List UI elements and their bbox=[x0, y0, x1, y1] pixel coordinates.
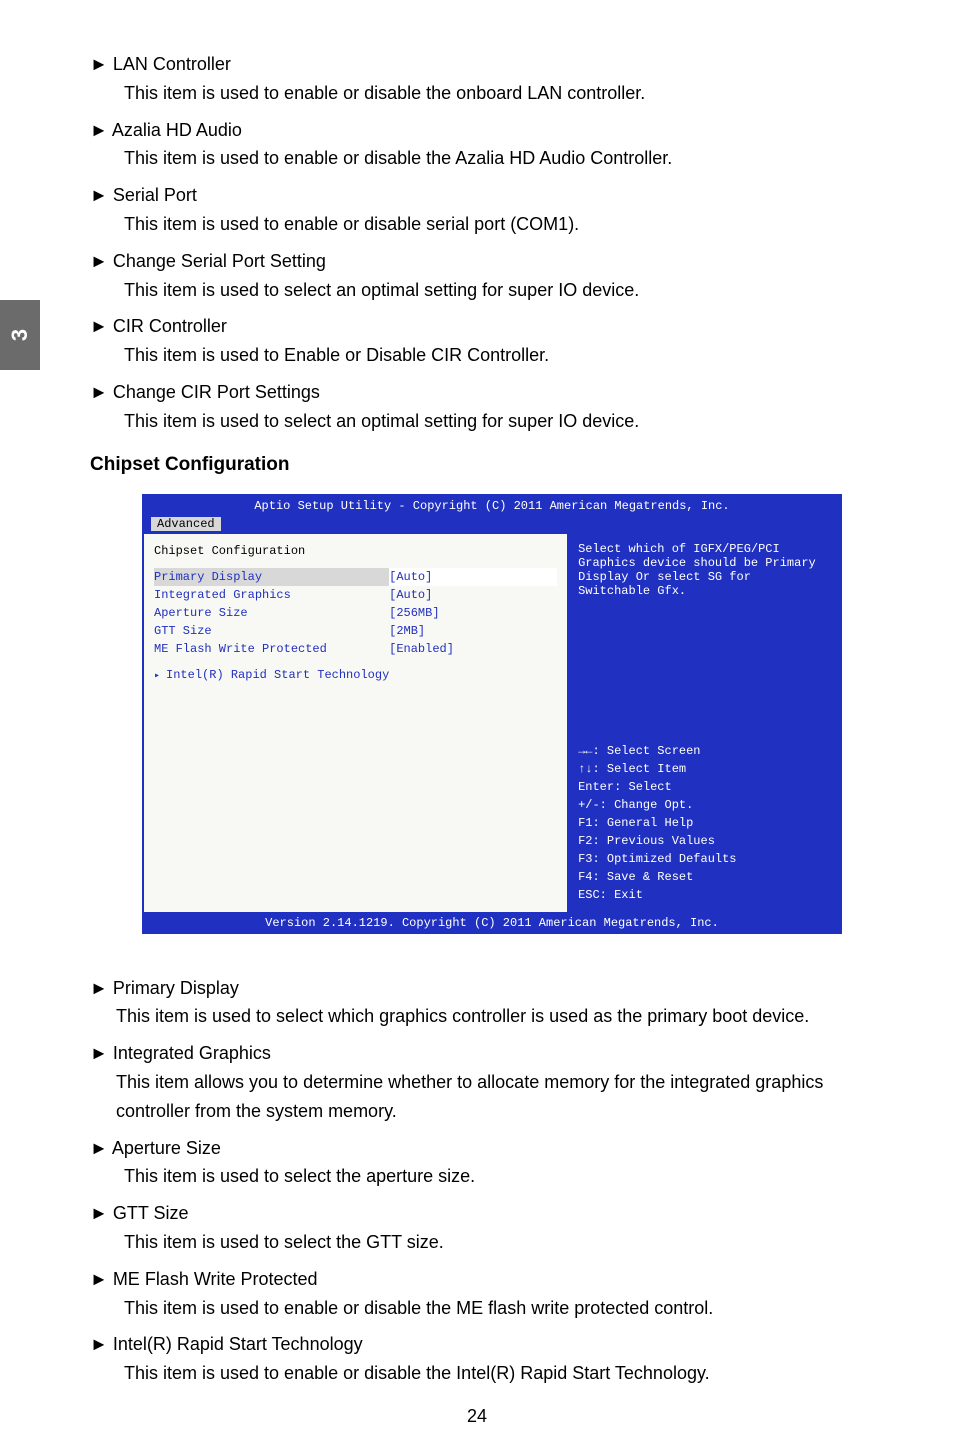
bios-hint: F1: General Help bbox=[578, 814, 830, 832]
item-title: ► CIR Controller bbox=[90, 312, 894, 341]
list-item: ► GTT Size This item is used to select t… bbox=[90, 1199, 894, 1257]
bios-setting-value: [Enabled] bbox=[389, 640, 557, 658]
list-item: ► Change CIR Port Settings This item is … bbox=[90, 378, 894, 436]
bios-panel: Aptio Setup Utility - Copyright (C) 2011… bbox=[142, 494, 842, 934]
page-side-tab: 3 bbox=[0, 300, 40, 370]
item-title: ► Primary Display bbox=[90, 974, 894, 1003]
item-title: ► Change Serial Port Setting bbox=[90, 247, 894, 276]
list-item: ► Change Serial Port Setting This item i… bbox=[90, 247, 894, 305]
bios-setting-value: [Auto] bbox=[389, 568, 557, 586]
bios-setting-label: Integrated Graphics bbox=[154, 586, 389, 604]
section-heading: Chipset Configuration bbox=[90, 454, 894, 476]
bios-setting-label: Aperture Size bbox=[154, 604, 389, 622]
bios-submenu-row[interactable]: Intel(R) Rapid Start Technology bbox=[154, 666, 557, 684]
bios-setting-label: Primary Display bbox=[154, 568, 389, 586]
bottom-item-list: ► Primary Display This item is used to s… bbox=[90, 974, 894, 1388]
list-item: ► CIR Controller This item is used to En… bbox=[90, 312, 894, 370]
bios-left-pane: Chipset Configuration Primary Display [A… bbox=[143, 533, 568, 913]
list-item: ► ME Flash Write Protected This item is … bbox=[90, 1265, 894, 1323]
bios-body: Chipset Configuration Primary Display [A… bbox=[143, 533, 841, 913]
bios-header: Aptio Setup Utility - Copyright (C) 2011… bbox=[143, 495, 841, 517]
item-desc: This item is used to enable or disable t… bbox=[90, 144, 894, 173]
item-title: ► ME Flash Write Protected bbox=[90, 1265, 894, 1294]
bios-hint: ESC: Exit bbox=[578, 886, 830, 904]
item-desc: This item is used to select an optimal s… bbox=[90, 276, 894, 305]
bios-hint: +/-: Change Opt. bbox=[578, 796, 830, 814]
item-desc: This item is used to enable or disable t… bbox=[90, 1359, 894, 1388]
bios-hint: Enter: Select bbox=[578, 778, 830, 796]
bios-hint: ↑↓: Select Item bbox=[578, 760, 830, 778]
item-title: ► GTT Size bbox=[90, 1199, 894, 1228]
top-item-list: ► LAN Controller This item is used to en… bbox=[90, 50, 894, 436]
list-item: ► Primary Display This item is used to s… bbox=[90, 974, 894, 1032]
bios-hint: F3: Optimized Defaults bbox=[578, 850, 830, 868]
list-item: ► Serial Port This item is used to enabl… bbox=[90, 181, 894, 239]
bios-hint: F2: Previous Values bbox=[578, 832, 830, 850]
bios-setting-row[interactable]: ME Flash Write Protected [Enabled] bbox=[154, 640, 557, 658]
item-desc: This item allows you to determine whethe… bbox=[90, 1068, 894, 1126]
list-item: ► Intel(R) Rapid Start Technology This i… bbox=[90, 1330, 894, 1388]
bios-hint: F4: Save & Reset bbox=[578, 868, 830, 886]
item-title: ► LAN Controller bbox=[90, 50, 894, 79]
item-desc: This item is used to select the aperture… bbox=[90, 1162, 894, 1191]
item-desc: This item is used to Enable or Disable C… bbox=[90, 341, 894, 370]
bios-setting-value: [2MB] bbox=[389, 622, 557, 640]
bios-tab-advanced[interactable]: Advanced bbox=[151, 517, 221, 531]
page-content: ► LAN Controller This item is used to en… bbox=[90, 50, 894, 1388]
list-item: ► Azalia HD Audio This item is used to e… bbox=[90, 116, 894, 174]
item-desc: This item is used to select which graphi… bbox=[90, 1002, 894, 1031]
list-item: ► Integrated Graphics This item allows y… bbox=[90, 1039, 894, 1125]
item-title: ► Integrated Graphics bbox=[90, 1039, 894, 1068]
bios-hint: →←: Select Screen bbox=[578, 742, 830, 760]
bios-setting-row[interactable]: Integrated Graphics [Auto] bbox=[154, 586, 557, 604]
bios-setting-row[interactable]: Aperture Size [256MB] bbox=[154, 604, 557, 622]
item-title: ► Change CIR Port Settings bbox=[90, 378, 894, 407]
bios-footer: Version 2.14.1219. Copyright (C) 2011 Am… bbox=[143, 913, 841, 933]
list-item: ► Aperture Size This item is used to sel… bbox=[90, 1134, 894, 1192]
item-title: ► Intel(R) Rapid Start Technology bbox=[90, 1330, 894, 1359]
bios-submenu-label: Intel(R) Rapid Start Technology bbox=[154, 666, 557, 684]
page-number: 24 bbox=[0, 1406, 954, 1427]
bios-setting-row[interactable]: Primary Display [Auto] bbox=[154, 568, 557, 586]
item-title: ► Serial Port bbox=[90, 181, 894, 210]
item-desc: This item is used to enable or disable t… bbox=[90, 79, 894, 108]
item-desc: This item is used to enable or disable t… bbox=[90, 1294, 894, 1323]
bios-setting-value: [256MB] bbox=[389, 604, 557, 622]
item-desc: This item is used to enable or disable s… bbox=[90, 210, 894, 239]
bios-right-pane: Select which of IGFX/PEG/PCI Graphics de… bbox=[568, 533, 841, 913]
side-tab-label: 3 bbox=[7, 329, 33, 341]
bios-setting-label: GTT Size bbox=[154, 622, 389, 640]
item-title: ► Azalia HD Audio bbox=[90, 116, 894, 145]
list-item: ► LAN Controller This item is used to en… bbox=[90, 50, 894, 108]
item-desc: This item is used to select the GTT size… bbox=[90, 1228, 894, 1257]
bios-setting-label: ME Flash Write Protected bbox=[154, 640, 389, 658]
bios-tab-row: Advanced bbox=[143, 517, 841, 533]
item-title: ► Aperture Size bbox=[90, 1134, 894, 1163]
bios-setting-value: [Auto] bbox=[389, 586, 557, 604]
item-desc: This item is used to select an optimal s… bbox=[90, 407, 894, 436]
bios-setting-row[interactable]: GTT Size [2MB] bbox=[154, 622, 557, 640]
bios-group-header: Chipset Configuration bbox=[154, 542, 557, 560]
bios-help-text: Select which of IGFX/PEG/PCI Graphics de… bbox=[578, 542, 830, 598]
bios-key-hints: →←: Select Screen ↑↓: Select Item Enter:… bbox=[578, 742, 830, 904]
